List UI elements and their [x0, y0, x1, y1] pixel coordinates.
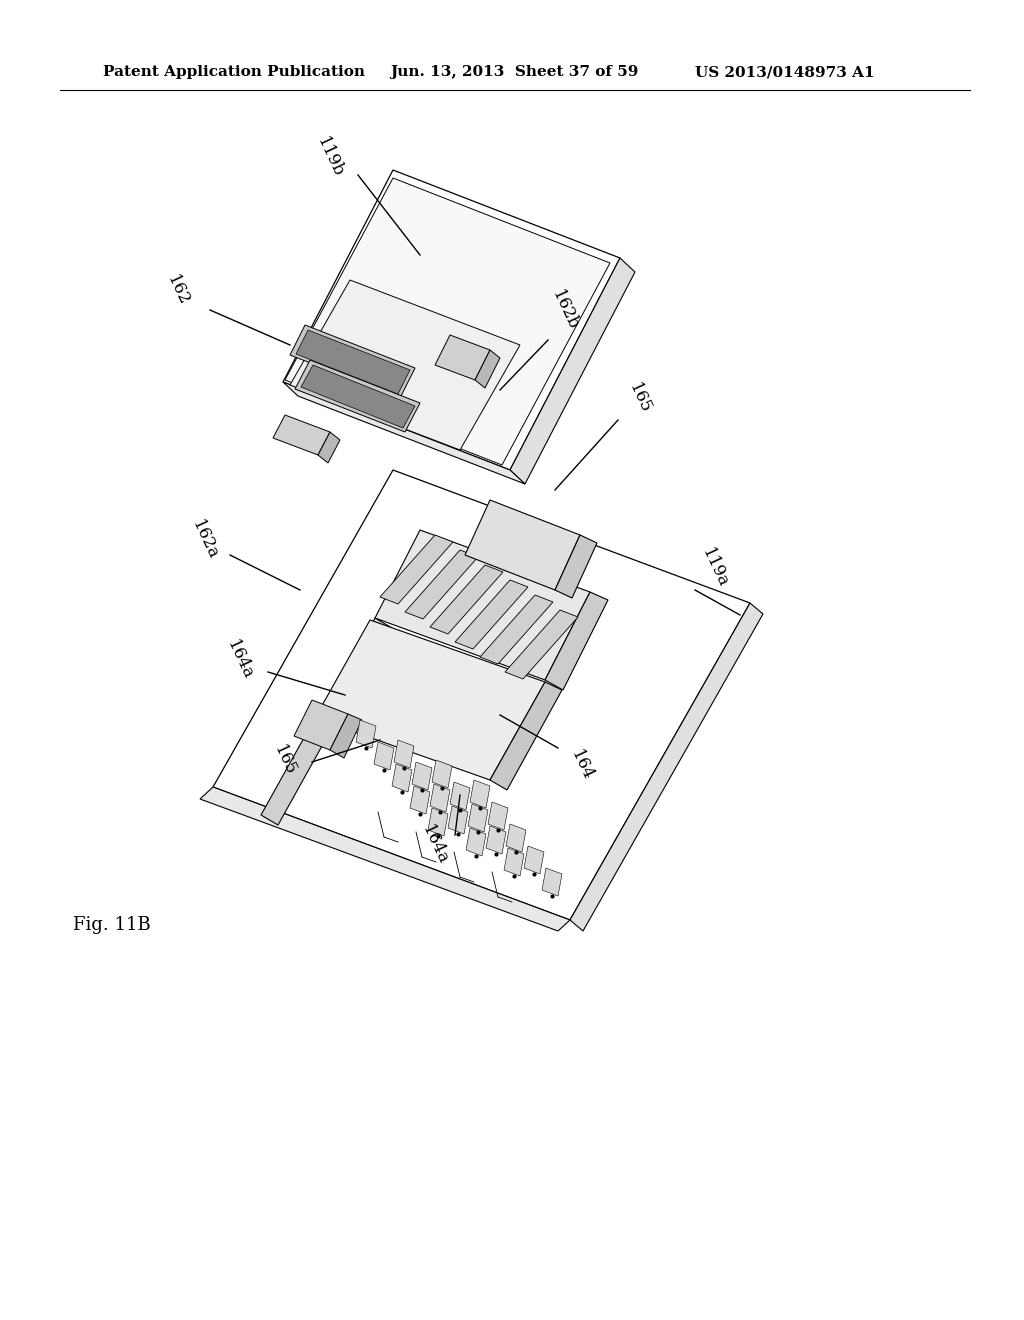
Polygon shape: [294, 700, 348, 750]
Polygon shape: [301, 366, 415, 428]
Polygon shape: [430, 565, 503, 634]
Text: 164a: 164a: [419, 822, 452, 867]
Polygon shape: [380, 535, 453, 605]
Polygon shape: [356, 719, 376, 748]
Text: Jun. 13, 2013  Sheet 37 of 59: Jun. 13, 2013 Sheet 37 of 59: [390, 65, 638, 79]
Text: 164: 164: [567, 747, 596, 783]
Polygon shape: [465, 500, 580, 590]
Polygon shape: [468, 804, 488, 832]
Text: 165: 165: [626, 380, 654, 416]
Polygon shape: [435, 335, 490, 380]
Text: 164a: 164a: [223, 638, 256, 682]
Polygon shape: [273, 414, 330, 455]
Polygon shape: [333, 618, 392, 710]
Polygon shape: [406, 550, 478, 619]
Polygon shape: [570, 603, 763, 931]
Polygon shape: [504, 847, 524, 876]
Polygon shape: [285, 178, 610, 465]
Polygon shape: [490, 682, 562, 789]
Text: 162a: 162a: [188, 517, 221, 562]
Polygon shape: [475, 350, 500, 388]
Polygon shape: [430, 784, 450, 812]
Polygon shape: [432, 760, 452, 788]
Polygon shape: [470, 780, 490, 808]
Polygon shape: [488, 803, 508, 830]
Polygon shape: [290, 325, 415, 399]
Polygon shape: [555, 535, 597, 598]
Polygon shape: [283, 381, 525, 484]
Polygon shape: [315, 620, 545, 780]
Polygon shape: [375, 531, 590, 680]
Text: Patent Application Publication: Patent Application Publication: [103, 65, 365, 79]
Polygon shape: [466, 828, 486, 855]
Polygon shape: [542, 869, 562, 896]
Polygon shape: [510, 257, 635, 484]
Text: US 2013/0148973 A1: US 2013/0148973 A1: [695, 65, 874, 79]
Polygon shape: [428, 808, 449, 836]
Polygon shape: [412, 762, 432, 789]
Polygon shape: [296, 330, 410, 393]
Polygon shape: [200, 787, 570, 931]
Polygon shape: [392, 764, 412, 792]
Text: 162: 162: [164, 272, 193, 308]
Text: 165: 165: [270, 742, 299, 777]
Polygon shape: [410, 785, 430, 814]
Polygon shape: [450, 781, 470, 810]
Polygon shape: [524, 846, 544, 874]
Text: 119a: 119a: [698, 545, 731, 590]
Polygon shape: [330, 714, 362, 758]
Polygon shape: [318, 432, 340, 463]
Polygon shape: [480, 595, 553, 664]
Polygon shape: [283, 170, 620, 470]
Polygon shape: [506, 824, 526, 851]
Text: 119b: 119b: [313, 135, 347, 180]
Text: 162b: 162b: [548, 288, 582, 333]
Polygon shape: [374, 742, 394, 770]
Polygon shape: [545, 591, 608, 690]
Polygon shape: [261, 718, 332, 825]
Polygon shape: [455, 579, 528, 649]
Polygon shape: [213, 470, 750, 920]
Polygon shape: [295, 360, 420, 432]
Polygon shape: [486, 826, 506, 854]
Text: Fig. 11B: Fig. 11B: [73, 916, 151, 935]
Polygon shape: [394, 741, 414, 768]
Polygon shape: [290, 280, 520, 450]
Polygon shape: [505, 610, 578, 678]
Polygon shape: [449, 807, 468, 834]
